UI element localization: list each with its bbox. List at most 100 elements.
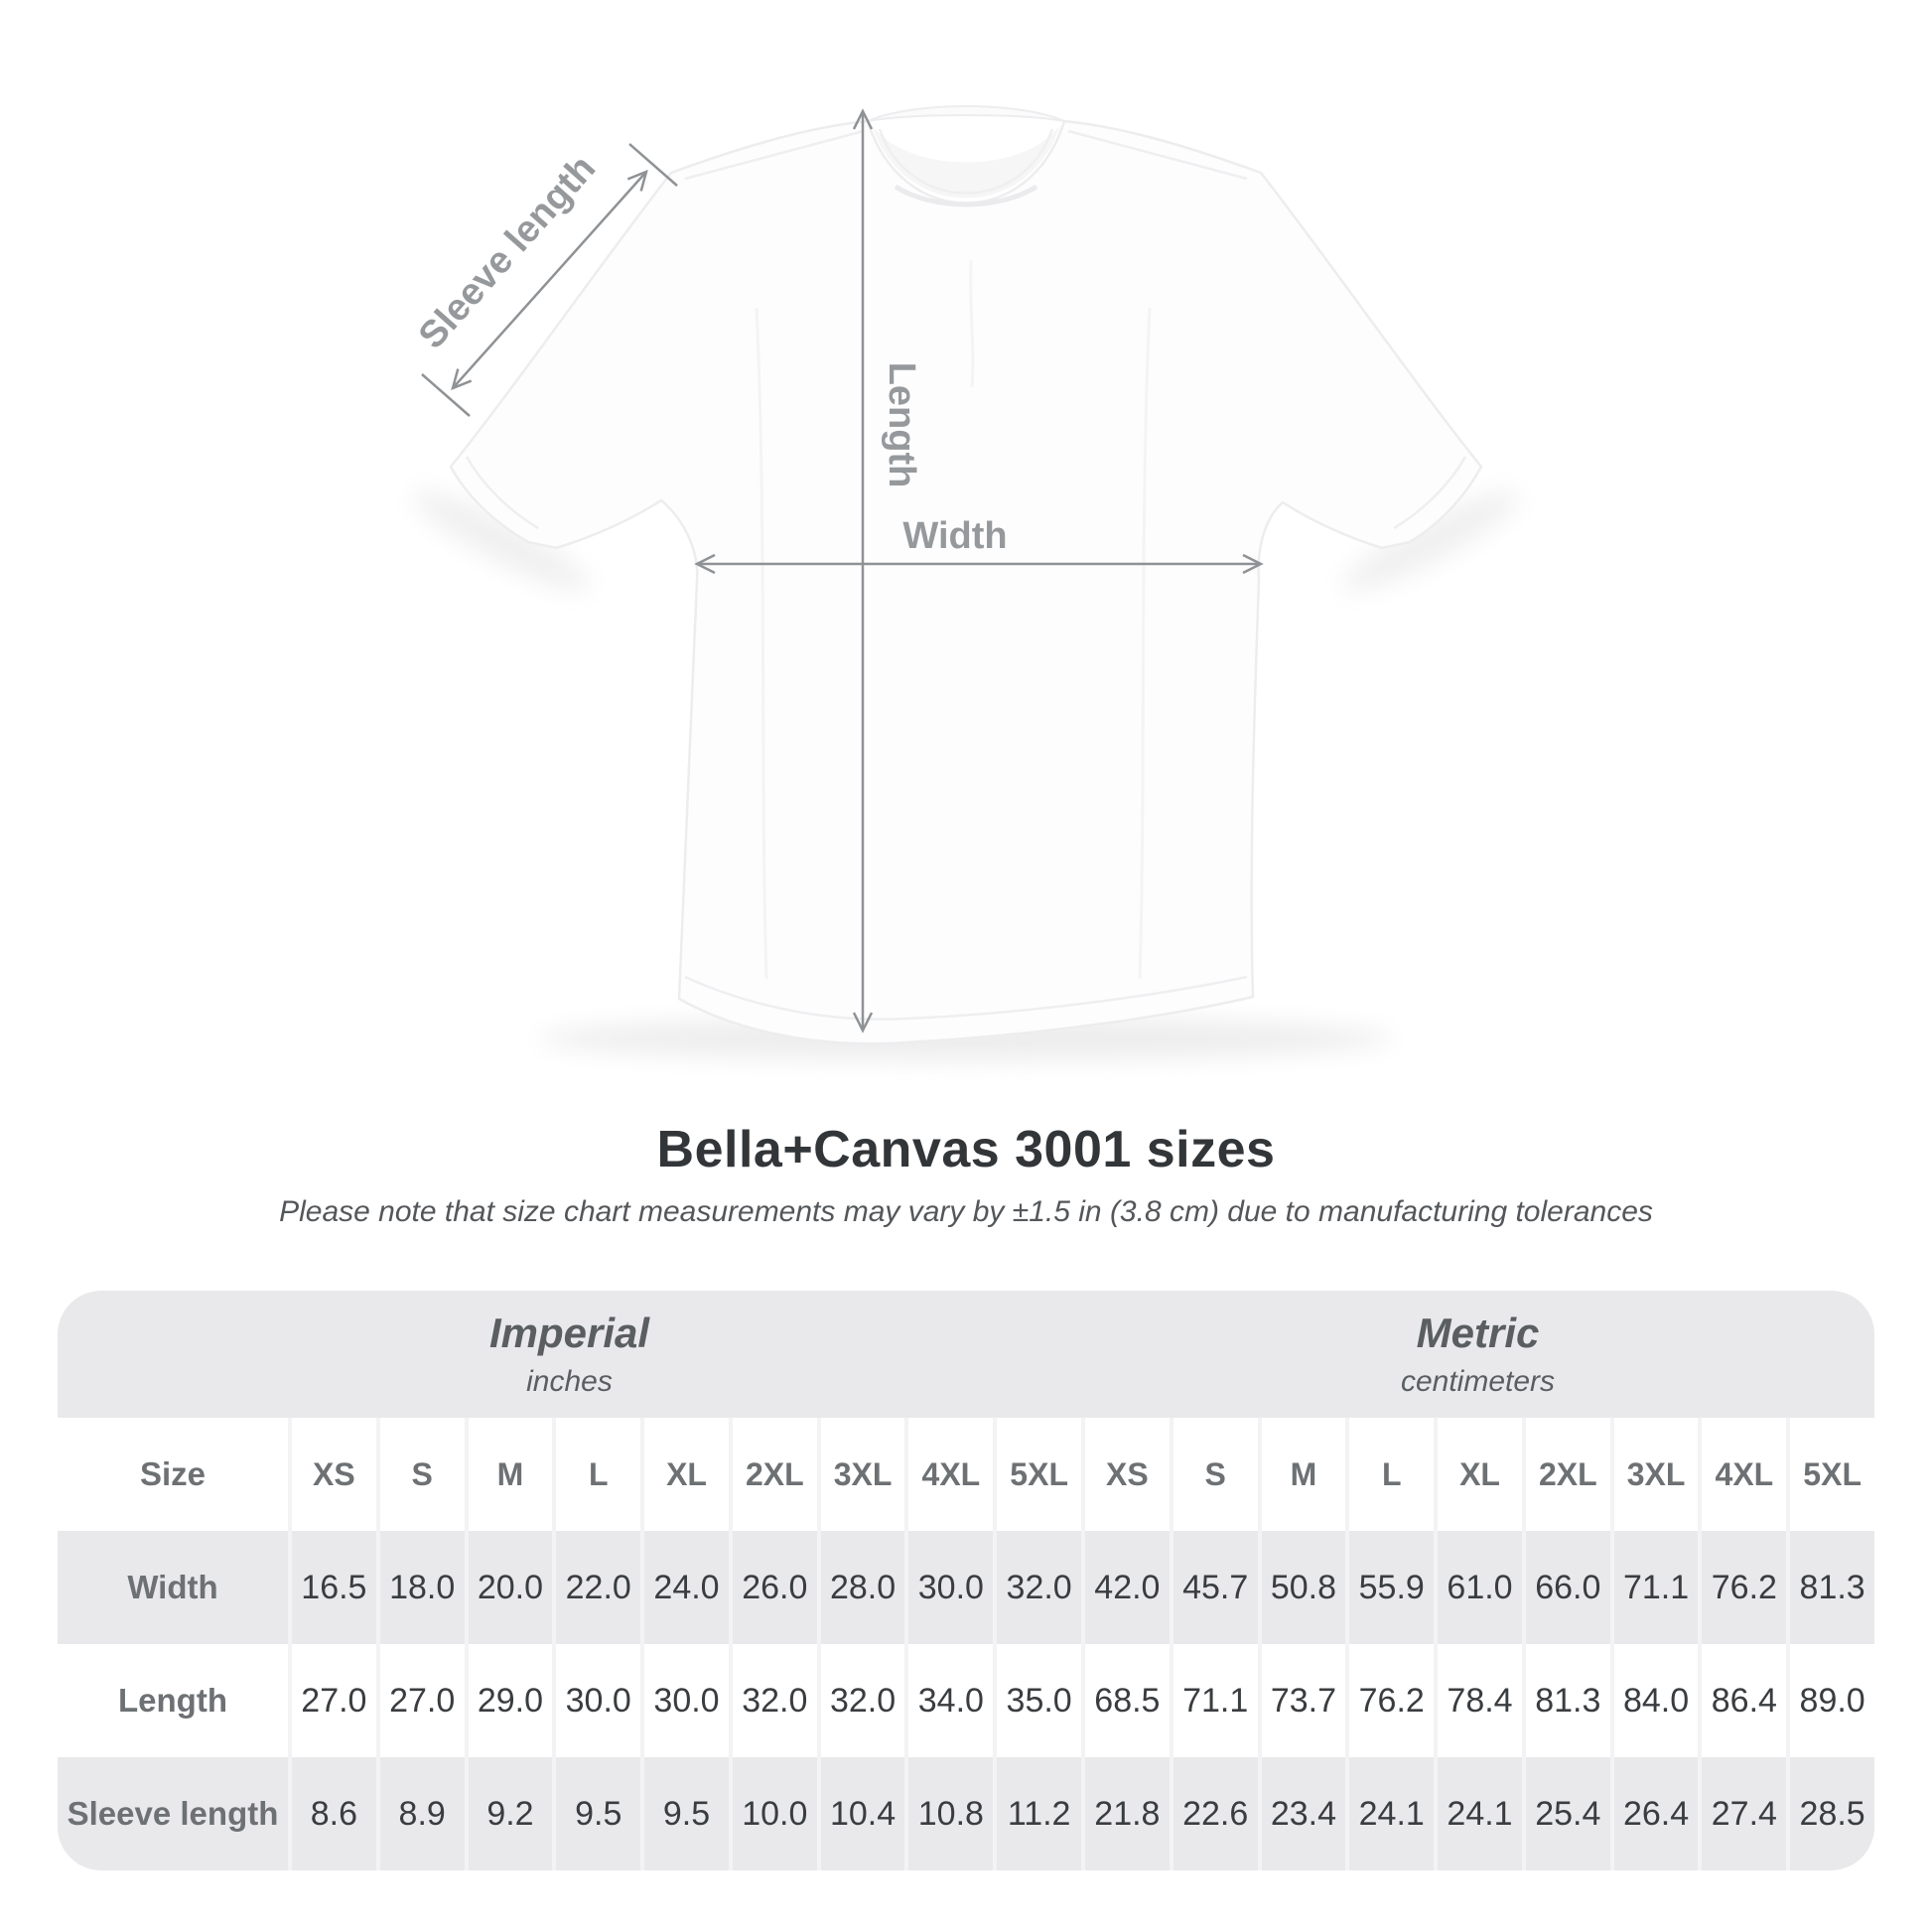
width-imperial-values: 16.5 18.0 20.0 22.0 24.0 26.0 28.0 30.0 32.0 bbox=[288, 1531, 1081, 1644]
table-cell: 8.9 bbox=[375, 1757, 465, 1870]
size-column-header: XL bbox=[640, 1418, 729, 1531]
page-title: Bella+Canvas 3001 sizes bbox=[656, 1121, 1276, 1178]
table-cell: 18.0 bbox=[375, 1531, 465, 1644]
size-column-header: 4XL bbox=[1698, 1418, 1786, 1531]
metric-header: Metric centimeters bbox=[1081, 1291, 1874, 1418]
size-column-header: XL bbox=[1434, 1418, 1522, 1531]
table-cell: 30.0 bbox=[552, 1644, 640, 1757]
table-cell: 26.4 bbox=[1609, 1757, 1699, 1870]
table-cell: 71.1 bbox=[1169, 1644, 1258, 1757]
table-cell: 27.0 bbox=[288, 1644, 376, 1757]
tshirt-measurement-diagram: Sleeve length Length Width bbox=[411, 105, 1519, 1060]
table-cell: 73.7 bbox=[1257, 1644, 1346, 1757]
table-cell: 9.5 bbox=[552, 1757, 640, 1870]
table-cell: 24.1 bbox=[1434, 1757, 1522, 1870]
table-cell: 11.2 bbox=[993, 1757, 1081, 1870]
width-label: Width bbox=[902, 515, 1007, 557]
imperial-unit: inches bbox=[526, 1365, 613, 1398]
table-cell: 34.0 bbox=[904, 1644, 993, 1757]
row-label: Width bbox=[127, 1569, 218, 1605]
table-cell: 32.0 bbox=[993, 1531, 1081, 1644]
size-column-header: S bbox=[1169, 1418, 1258, 1531]
size-column-header: M bbox=[464, 1418, 553, 1531]
tolerance-note: Please note that size chart measurements… bbox=[279, 1195, 1653, 1228]
size-column-header: 3XL bbox=[816, 1418, 905, 1531]
table-cell: 22.0 bbox=[552, 1531, 640, 1644]
table-cell: 24.0 bbox=[640, 1531, 729, 1644]
size-header-label: Size bbox=[139, 1455, 207, 1492]
size-column-header: 5XL bbox=[993, 1418, 1081, 1531]
size-chart-table: Imperial inches Metric centimeters Size … bbox=[58, 1291, 1874, 1870]
imperial-title: Imperial bbox=[488, 1310, 650, 1356]
table-cell: 71.1 bbox=[1609, 1531, 1699, 1644]
table-cell: 9.5 bbox=[640, 1757, 729, 1870]
size-column-header: L bbox=[1345, 1418, 1434, 1531]
table-cell: 32.0 bbox=[728, 1644, 817, 1757]
row-label: Length bbox=[118, 1682, 227, 1719]
table-cell: 42.0 bbox=[1081, 1531, 1170, 1644]
size-column-header: 5XL bbox=[1786, 1418, 1874, 1531]
size-column-header: XS bbox=[1081, 1418, 1170, 1531]
table-cell: 10.8 bbox=[904, 1757, 993, 1870]
sleeve-length-arrow bbox=[421, 143, 678, 417]
table-cell: 89.0 bbox=[1786, 1644, 1874, 1757]
table-cell: 45.7 bbox=[1169, 1531, 1258, 1644]
table-cell: 76.2 bbox=[1345, 1644, 1434, 1757]
table-cell: 81.3 bbox=[1521, 1644, 1610, 1757]
table-cell: 10.4 bbox=[816, 1757, 905, 1870]
table-cell: 35.0 bbox=[993, 1644, 1081, 1757]
table-cell: 30.0 bbox=[640, 1644, 729, 1757]
imperial-size-headers: XS S M L XL 2XL 3XL 4XL 5XL bbox=[288, 1418, 1081, 1531]
table-cell: 28.5 bbox=[1786, 1757, 1874, 1870]
table-cell: 29.0 bbox=[464, 1644, 553, 1757]
row-label: Sleeve length bbox=[67, 1795, 279, 1832]
sleeve-metric-values: 21.8 22.6 23.4 24.1 24.1 25.4 26.4 27.4 28.5 bbox=[1081, 1757, 1874, 1870]
length-metric-values: 68.5 71.1 73.7 76.2 78.4 81.3 84.0 86.4 89.0 bbox=[1081, 1644, 1874, 1757]
table-cell: 84.0 bbox=[1609, 1644, 1699, 1757]
size-header-row: Size XS S M L XL 2XL 3XL 4XL 5XL XS S M L XL 2XL 3XL 4X… bbox=[58, 1418, 1874, 1531]
table-cell: 30.0 bbox=[904, 1531, 993, 1644]
table-cell: 81.3 bbox=[1786, 1531, 1874, 1644]
width-metric-values: 42.0 45.7 50.8 55.9 61.0 66.0 71.1 76.2 81.3 bbox=[1081, 1531, 1874, 1644]
table-cell: 27.4 bbox=[1698, 1757, 1786, 1870]
table-cell: 27.0 bbox=[375, 1644, 465, 1757]
tshirt-image bbox=[449, 105, 1483, 1045]
size-column-header: 2XL bbox=[1521, 1418, 1610, 1531]
length-label: Length bbox=[881, 362, 922, 488]
size-column-header: XS bbox=[288, 1418, 376, 1531]
table-cell: 26.0 bbox=[728, 1531, 817, 1644]
table-cell: 25.4 bbox=[1521, 1757, 1610, 1870]
size-column-header: S bbox=[375, 1418, 465, 1531]
table-cell: 61.0 bbox=[1434, 1531, 1522, 1644]
size-column-header: M bbox=[1257, 1418, 1346, 1531]
table-cell: 9.2 bbox=[464, 1757, 553, 1870]
table-cell: 76.2 bbox=[1698, 1531, 1786, 1644]
table-cell: 22.6 bbox=[1169, 1757, 1258, 1870]
table-cell: 20.0 bbox=[464, 1531, 553, 1644]
metric-size-headers: XS S M L XL 2XL 3XL 4XL 5XL bbox=[1081, 1418, 1874, 1531]
unit-header-row: Imperial inches Metric centimeters bbox=[58, 1291, 1874, 1418]
table-row-width: Width 16.5 18.0 20.0 22.0 24.0 26.0 28.0 30.0 32… bbox=[58, 1531, 1874, 1644]
table-cell: 10.0 bbox=[728, 1757, 817, 1870]
table-cell: 66.0 bbox=[1521, 1531, 1610, 1644]
metric-unit: centimeters bbox=[1400, 1365, 1556, 1398]
size-column-header: 3XL bbox=[1609, 1418, 1699, 1531]
table-row-length: Length 27.0 27.0 29.0 30.0 30.0 32.0 32.0 34.0 3… bbox=[58, 1644, 1874, 1757]
table-cell: 24.1 bbox=[1345, 1757, 1434, 1870]
imperial-header: Imperial inches bbox=[58, 1291, 1081, 1418]
table-cell: 68.5 bbox=[1081, 1644, 1170, 1757]
table-cell: 86.4 bbox=[1698, 1644, 1786, 1757]
length-imperial-values: 27.0 27.0 29.0 30.0 30.0 32.0 32.0 34.0 35.0 bbox=[288, 1644, 1081, 1757]
table-cell: 50.8 bbox=[1257, 1531, 1346, 1644]
table-cell: 8.6 bbox=[288, 1757, 376, 1870]
table-cell: 21.8 bbox=[1081, 1757, 1170, 1870]
heading-block: Bella+Canvas 3001 sizes Please note that… bbox=[0, 1120, 1932, 1229]
metric-title: Metric bbox=[1416, 1310, 1540, 1356]
sleeve-imperial-values: 8.6 8.9 9.2 9.5 9.5 10.0 10.4 10.8 11.2 bbox=[288, 1757, 1081, 1870]
table-cell: 28.0 bbox=[816, 1531, 905, 1644]
table-cell: 32.0 bbox=[816, 1644, 905, 1757]
size-column-header: 2XL bbox=[728, 1418, 817, 1531]
size-column-header: 4XL bbox=[904, 1418, 993, 1531]
size-column-header: L bbox=[552, 1418, 640, 1531]
